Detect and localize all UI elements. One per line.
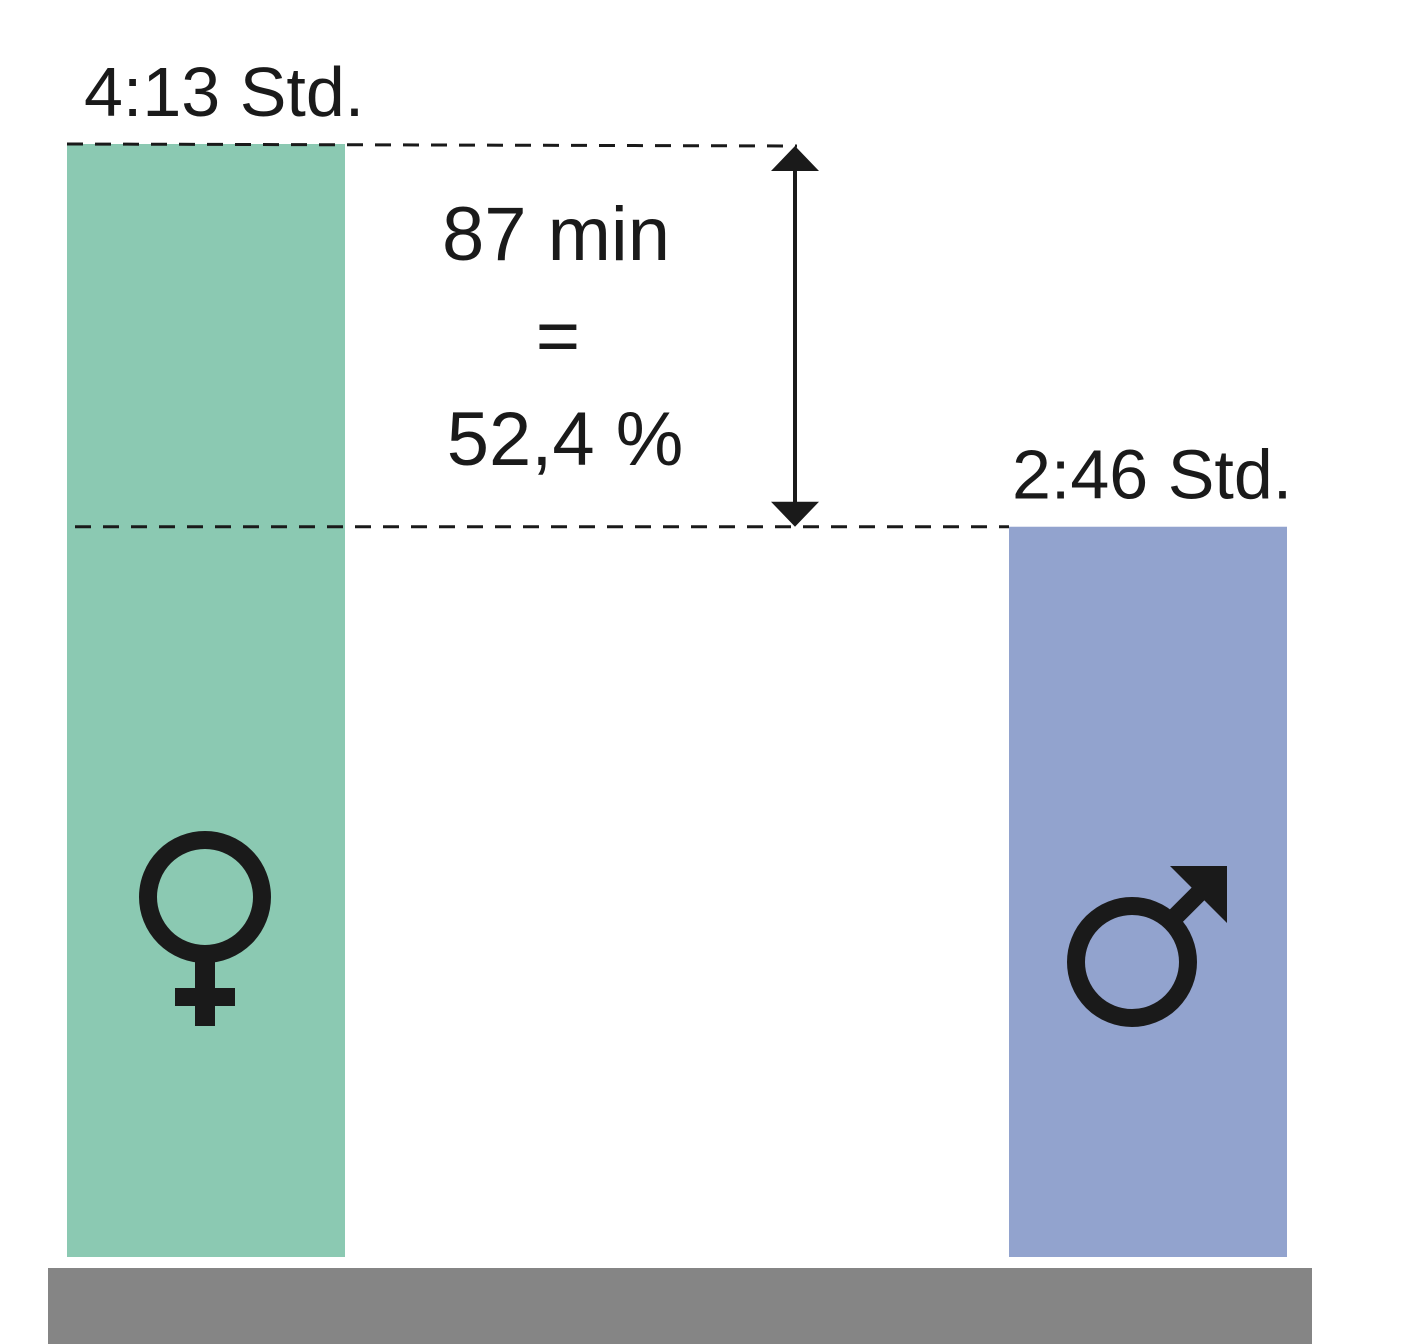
difference-minutes: 87 min bbox=[442, 192, 670, 277]
value-label-female: 4:13 Std. bbox=[84, 53, 364, 131]
difference-percent: 52,4 % bbox=[447, 397, 684, 482]
arrow-head-up-icon bbox=[771, 146, 819, 171]
difference-equals: = bbox=[536, 294, 580, 379]
female-symbol-icon bbox=[139, 831, 271, 1026]
bar-male bbox=[1009, 526, 1287, 1257]
value-label-male: 2:46 Std. bbox=[1012, 436, 1292, 514]
reference-line-female bbox=[66, 142, 798, 148]
arrow-head-down-icon bbox=[771, 501, 819, 527]
baseline-floor bbox=[48, 1268, 1312, 1344]
bar-female bbox=[67, 144, 345, 1257]
male-symbol-icon bbox=[1067, 866, 1227, 1027]
